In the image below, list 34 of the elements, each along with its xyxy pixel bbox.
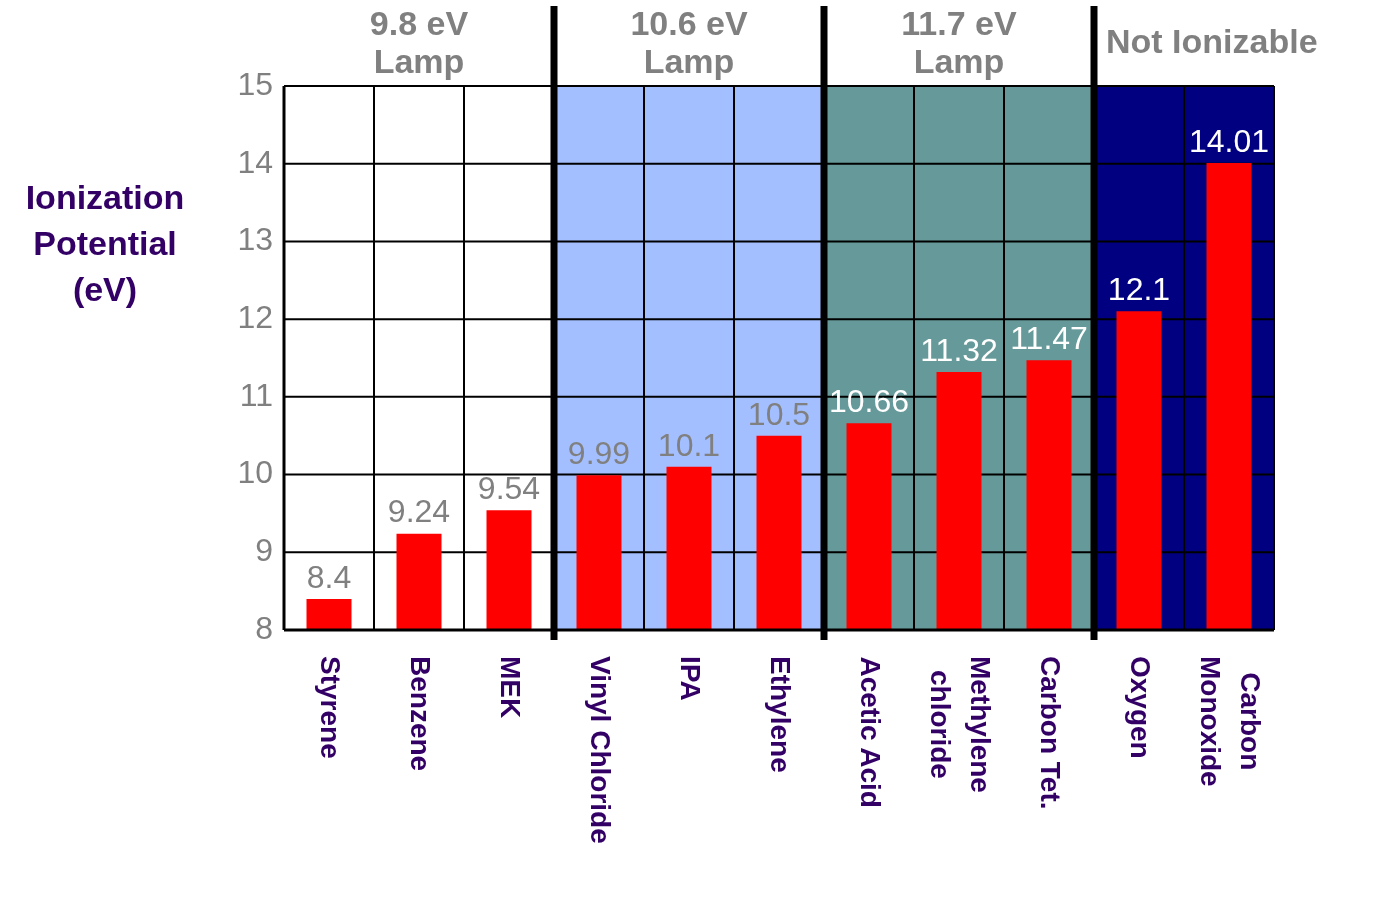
y-tick-label: 10 <box>237 454 273 491</box>
data-label: 8.4 <box>306 558 352 595</box>
x-tick-label: Methylene chloride <box>925 655 997 793</box>
y-tick-label: 13 <box>237 221 273 258</box>
y-tick-label: 8 <box>255 609 273 646</box>
y-tick-label: 11 <box>239 376 273 413</box>
y-tick-label: 12 <box>237 298 273 335</box>
data-label: 10.1 <box>657 426 721 463</box>
band-label: 11.7 eV Lamp <box>901 4 1017 81</box>
x-tick-label: Carbon Monoxide <box>1195 656 1267 787</box>
x-tick-label: Styrene <box>315 656 347 759</box>
band-label: 10.6 eV Lamp <box>630 4 748 81</box>
data-label: 9.24 <box>387 493 451 530</box>
band-label: Not Ionizable <box>1106 22 1318 61</box>
x-tick-label: Vinyl Chloride <box>585 656 617 844</box>
data-label: 12.1 <box>1107 271 1171 308</box>
y-tick-label: 9 <box>255 532 273 569</box>
x-tick-label: Benzene <box>405 655 437 772</box>
x-tick-label: IPA <box>675 655 707 701</box>
data-label: 14.01 <box>1188 122 1270 159</box>
x-tick-label: Oxygen <box>1125 656 1157 759</box>
y-axis-title: Ionization Potential (eV) <box>25 178 185 309</box>
y-tick-label: 14 <box>237 143 273 180</box>
x-tick-label: MEK <box>495 655 527 719</box>
x-tick-label: Carbon Tet. <box>1035 656 1067 810</box>
y-tick-label: 15 <box>237 65 273 102</box>
data-label: 11.47 <box>1010 320 1088 357</box>
x-tick-label: Acetic Acid <box>855 656 887 808</box>
data-label: 9.54 <box>477 470 541 507</box>
text: 9.8 eV Lamp <box>369 4 469 81</box>
x-tick-label: Ethylene <box>765 656 797 773</box>
data-label: 11.32 <box>920 331 998 368</box>
data-label: 10.5 <box>747 395 811 432</box>
data-label: 9.99 <box>567 435 631 472</box>
